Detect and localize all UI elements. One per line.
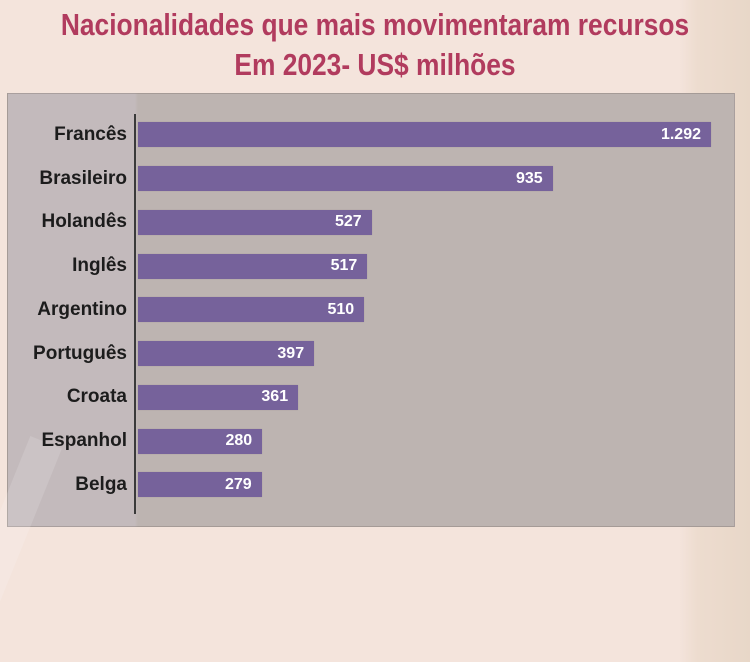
chart-title: Nacionalidades que mais movimentaram rec… bbox=[60, 7, 690, 42]
bar: 397 bbox=[138, 341, 315, 367]
chart-subtitle: Em 2023- US$ milhões bbox=[234, 47, 516, 82]
bar: 280 bbox=[138, 428, 263, 454]
bar: 935 bbox=[138, 166, 553, 192]
value-label: 1.292 bbox=[660, 125, 701, 143]
category-label: Francês bbox=[54, 123, 127, 145]
value-label: 279 bbox=[224, 475, 252, 493]
value-label: 517 bbox=[330, 257, 358, 275]
y-axis-line bbox=[134, 114, 136, 514]
bar: 279 bbox=[138, 472, 262, 498]
category-label: Espanhol bbox=[41, 430, 127, 452]
bar-row: Croata 361 bbox=[8, 376, 734, 420]
bar-row: Português 397 bbox=[8, 332, 734, 376]
category-label: Croata bbox=[66, 386, 127, 408]
bar-row: Inglês 517 bbox=[8, 244, 734, 288]
value-label: 510 bbox=[327, 300, 355, 318]
value-label: 527 bbox=[334, 213, 362, 231]
bar-row: Belga 279 bbox=[8, 463, 734, 507]
bar: 517 bbox=[138, 253, 368, 279]
bar-row: Espanhol 280 bbox=[8, 419, 734, 463]
category-label: Brasileiro bbox=[39, 167, 127, 189]
value-label: 280 bbox=[225, 432, 253, 450]
value-label: 935 bbox=[515, 169, 543, 187]
category-label: Argentino bbox=[37, 298, 127, 320]
category-label: Português bbox=[33, 342, 127, 364]
category-label: Belga bbox=[75, 473, 127, 495]
value-label: 361 bbox=[261, 388, 289, 406]
bar: 510 bbox=[138, 297, 365, 323]
value-label: 397 bbox=[277, 344, 305, 362]
bar-row: Argentino 510 bbox=[8, 288, 734, 332]
bar-row: Francês 1.292 bbox=[8, 113, 734, 157]
bar: 1.292 bbox=[138, 122, 711, 148]
bar: 361 bbox=[138, 384, 299, 410]
bar-row: Holandês 527 bbox=[8, 201, 734, 245]
bar-row: Brasileiro 935 bbox=[8, 157, 734, 201]
category-label: Holandês bbox=[41, 211, 127, 233]
category-label: Inglês bbox=[72, 255, 127, 277]
bar: 527 bbox=[138, 209, 372, 235]
chart-panel: Francês 1.292 Brasileiro 935 Holandês 527 Ingl… bbox=[0, 93, 735, 662]
bar-rows: Francês 1.292 Brasileiro 935 Holandês 527 Ingl… bbox=[8, 113, 734, 507]
